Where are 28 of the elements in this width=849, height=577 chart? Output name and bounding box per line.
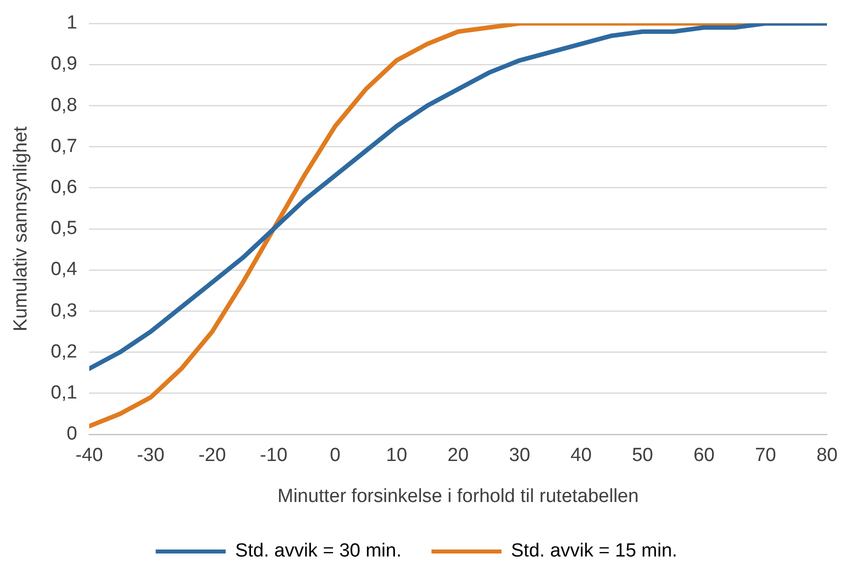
y-tick-label: 0,1 (50, 382, 78, 404)
y-tick-label: 0,8 (50, 94, 78, 116)
x-axis-title: Minutter forsinkelse i forhold til rutetabellen (278, 486, 639, 507)
x-tick-label: -10 (260, 445, 288, 466)
x-tick-label: 30 (509, 445, 530, 466)
y-tick-label: 0,2 (50, 341, 78, 362)
x-tick-label: 50 (632, 445, 654, 466)
legend-label: Std. avvik = 15 min. (511, 540, 678, 562)
x-tick-label: 70 (754, 445, 776, 466)
y-tick-label: 0,9 (50, 54, 78, 75)
y-tick-label: 0,7 (50, 136, 78, 157)
x-tick-label: 0 (330, 445, 340, 466)
x-tick-label: -20 (198, 445, 226, 466)
x-tick-label: -30 (136, 445, 164, 466)
y-tick-label: 0,6 (50, 177, 78, 198)
y-tick-label: 0,3 (50, 300, 78, 322)
y-tick-label: 1 (66, 12, 78, 34)
x-tick-label: -40 (75, 445, 103, 466)
y-tick-label: 0,5 (50, 218, 78, 240)
x-tick-label: 40 (570, 445, 592, 466)
y-tick-label: 0,4 (50, 259, 78, 280)
x-tick-label: 10 (386, 445, 408, 466)
legend-label: Std. avvik = 30 min. (235, 540, 402, 562)
y-axis-title: Kumulativ sannsynlighet (10, 126, 32, 332)
y-tick-label: 0 (66, 424, 78, 445)
x-tick-label: 60 (693, 445, 715, 466)
x-tick-label: 80 (816, 445, 838, 466)
x-tick-label: 20 (448, 445, 469, 466)
